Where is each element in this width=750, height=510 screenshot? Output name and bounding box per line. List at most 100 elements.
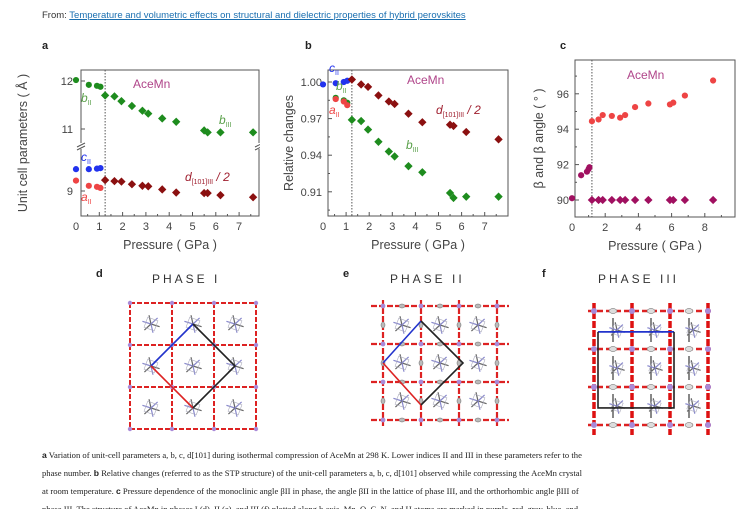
data-point-beta_III_lattice (670, 99, 677, 106)
data-point-c_II (72, 166, 80, 173)
x-tick-label: 0 (569, 222, 575, 234)
source-line: From: Temperature and volumetric effects… (42, 10, 466, 21)
x-tick-label: 0 (73, 221, 79, 233)
data-point-c_II (332, 80, 339, 87)
formate-carbon (456, 321, 462, 329)
chart-b: 0 1 2 3 4 5 6 7 0.91 0.94 0.97 1.00 Pressure ( GPa )… (282, 61, 509, 252)
molecule-bond (690, 398, 694, 407)
data-point-b_II (72, 76, 80, 84)
data-point-d101_III_half (390, 99, 399, 109)
axis-break-left (76, 142, 86, 151)
data-point-b_III (158, 114, 167, 123)
molecule-ring (610, 361, 624, 375)
molecule-bond (437, 392, 441, 402)
molecule-bond (234, 365, 244, 370)
data-point-beta_II (568, 195, 576, 202)
molecule-ring (470, 393, 486, 409)
molecule-bond (232, 315, 236, 325)
data-point-d101_III_half (158, 185, 167, 194)
molecule-bond (439, 362, 443, 372)
molecule-bond (477, 400, 481, 410)
x-tick-label: 6 (459, 221, 465, 233)
data-point-beta_II (578, 172, 585, 179)
mn-atom (418, 379, 424, 385)
molecule-bond (470, 362, 479, 370)
data-point-beta_III_lattice (645, 100, 652, 107)
unit-cell-outline (420, 320, 465, 406)
x-tick-label: 4 (412, 221, 418, 233)
series-label-d101-iii: d[101]III / 2 (185, 170, 230, 186)
molecule-bond (647, 365, 656, 369)
series-label-b-ii: bII (336, 79, 347, 95)
article-link[interactable]: Temperature and volumetric effects on st… (69, 10, 466, 21)
data-point-beta_III_ortho (607, 195, 617, 205)
formate-carbon (474, 341, 482, 347)
formate-carbon (474, 379, 482, 385)
molecule-ring (394, 393, 410, 409)
caption-line-4: phase III. The structure of AceMn in pha… (42, 504, 578, 509)
mn-atom (127, 300, 133, 306)
formate-carbon (646, 308, 656, 314)
data-point-d101_III_half (172, 188, 181, 197)
molecule-bond (432, 362, 441, 370)
x-tick-label: 5 (189, 221, 195, 233)
molecule-bond (227, 323, 236, 331)
series-label-b-iii: bIII (406, 138, 419, 154)
panel-label-a: a (42, 40, 49, 52)
molecule-bond (475, 316, 479, 326)
molecule-ring (227, 358, 243, 374)
data-point-c_II (319, 81, 327, 88)
molecule-bond (399, 354, 403, 364)
molecule-bond (431, 321, 441, 326)
data-point-d101_III_half (404, 109, 413, 118)
mn-atom (169, 300, 175, 306)
series-label-a-ii: aII (81, 190, 92, 206)
formate-carbon (418, 359, 424, 367)
caption-line-1: a Variation of unit-cell parameters a, b… (42, 450, 582, 460)
molecule-bond (192, 365, 196, 375)
molecule-bond (647, 327, 656, 331)
x-tick-label: 4 (166, 221, 172, 233)
x-tick-label: 2 (366, 221, 372, 233)
molecule-bond (142, 362, 152, 367)
data-point-b_III (347, 115, 357, 124)
panel-label-b: b (305, 40, 312, 52)
mn-atom (591, 384, 597, 390)
x-tick-label: 4 (635, 222, 641, 234)
formate-carbon (456, 397, 462, 405)
molecule-bond (185, 407, 194, 415)
molecule-bond (647, 403, 656, 407)
molecule-bond (192, 407, 202, 412)
panel-label-f: f (542, 268, 546, 280)
mn-atom (494, 379, 500, 385)
panel-label-e: e (343, 268, 350, 280)
molecule-bond (469, 359, 479, 364)
series-label-c-ii: cII (329, 61, 339, 77)
data-point-d101_III_half (449, 121, 458, 131)
molecule-bond (614, 322, 618, 331)
molecule-bond (439, 356, 448, 364)
molecule-bond (150, 323, 160, 328)
mn-atom (169, 426, 175, 432)
data-point-d101_III_half (462, 127, 471, 137)
molecule-bond (654, 324, 662, 331)
molecule-bond (394, 362, 403, 370)
chart-c: 0 2 4 6 8 90 92 94 96 Pressure ( GPa ) β and β ang… (532, 59, 736, 253)
mn-atom (456, 417, 462, 423)
unit-cell-axis-red (382, 362, 422, 406)
data-point-beta_III_lattice (588, 118, 596, 125)
molecule-bond (609, 365, 618, 369)
mn-atom (705, 346, 711, 352)
formate-carbon (608, 346, 618, 352)
molecule-bond (142, 404, 152, 409)
data-point-b_III (117, 96, 126, 106)
data-point-a_II (97, 184, 104, 191)
mn-atom (667, 308, 673, 314)
data-point-beta_III_ortho (680, 195, 690, 205)
x-tick-label: 3 (389, 221, 395, 233)
data-point-b_III (494, 192, 503, 201)
molecule-bond (431, 397, 441, 402)
mn-atom (211, 426, 217, 432)
data-point-b_III (445, 188, 455, 198)
molecule-bond (652, 398, 656, 407)
